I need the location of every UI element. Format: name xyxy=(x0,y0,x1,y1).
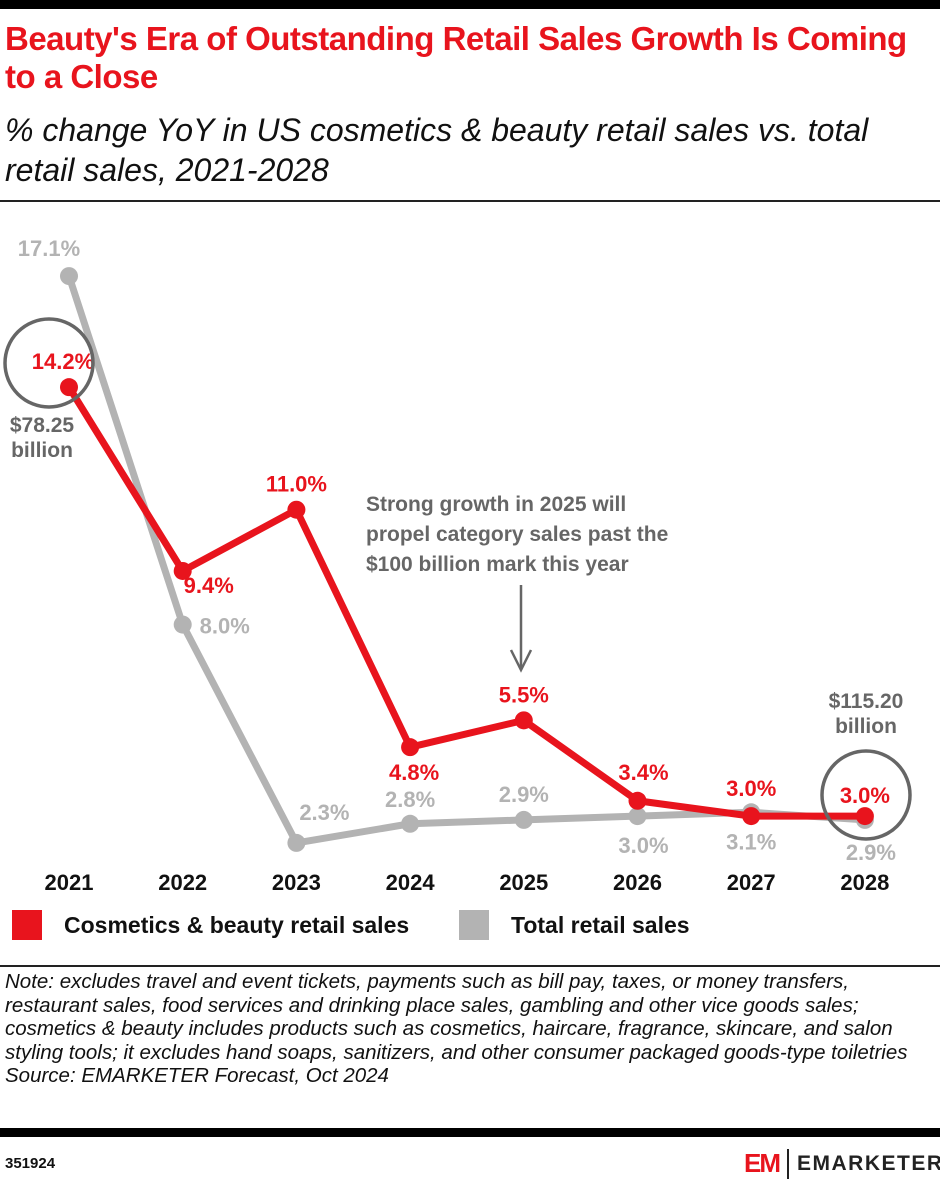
data-label: 14.2% xyxy=(32,349,94,374)
arrow-down-icon xyxy=(509,649,533,673)
data-point xyxy=(60,267,78,286)
logo-name: EMARKETER xyxy=(797,1151,940,1175)
chart-subtitle: % change YoY in US cosmetics & beauty re… xyxy=(5,112,869,188)
data-label: 2.3% xyxy=(299,800,349,825)
data-point xyxy=(514,810,533,829)
x-tick-label: 2025 xyxy=(499,870,548,895)
annotation-2021: $78.25 xyxy=(10,414,75,437)
logo-mark: EM xyxy=(744,1148,781,1178)
data-label: 4.8% xyxy=(389,760,439,785)
data-point xyxy=(173,561,192,580)
top-bar xyxy=(0,0,940,9)
data-label: 3.0% xyxy=(840,783,890,808)
x-tick-label: 2022 xyxy=(158,870,207,895)
data-label: 3.4% xyxy=(618,760,668,785)
chart-title: Beauty's Era of Outstanding Retail Sales… xyxy=(5,20,907,95)
line-chart: 14.2% 9.4% 11.0% 4.8% 5.5% 3.4% 3.0% 3.0% 17.1% 8… xyxy=(3,236,912,940)
highlight-circle-2021 xyxy=(3,317,95,409)
data-label: 2.8% xyxy=(385,787,435,812)
bottom-bar xyxy=(0,1128,940,1137)
data-label: 3.0% xyxy=(618,833,668,858)
legend-swatch-total xyxy=(459,910,489,940)
data-label: 9.4% xyxy=(184,573,234,598)
annotation-2025: $100 billion mark this year xyxy=(366,553,629,576)
data-point xyxy=(173,615,192,634)
note-text: Note: excludes travel and event tickets,… xyxy=(5,970,908,1064)
source-text: Source: EMARKETER Forecast, Oct 2024 xyxy=(5,1064,389,1087)
data-point xyxy=(401,814,420,833)
x-tick-label: 2028 xyxy=(840,870,889,895)
data-label: 3.1% xyxy=(726,829,776,854)
x-tick-label: 2021 xyxy=(45,870,94,895)
highlight-circle-2028 xyxy=(820,749,912,841)
legend-swatch-cosmetics xyxy=(12,910,42,940)
divider xyxy=(0,200,940,202)
data-label: 5.5% xyxy=(499,682,549,707)
legend-label-total: Total retail sales xyxy=(511,912,690,938)
annotation-2028: billion xyxy=(835,715,897,738)
series-line-cosmetics xyxy=(66,385,865,820)
data-point xyxy=(742,807,761,826)
x-tick-label: 2023 xyxy=(272,870,321,895)
data-label: 2.9% xyxy=(846,840,896,865)
data-label: 8.0% xyxy=(200,614,250,639)
data-point xyxy=(287,833,306,852)
data-label: 11.0% xyxy=(266,472,327,497)
logo-separator xyxy=(787,1148,789,1179)
chart-id: 351924 xyxy=(5,1155,56,1172)
data-point xyxy=(60,378,78,397)
data-label: 2.9% xyxy=(499,782,549,807)
chart-note: Note: excludes travel and event tickets,… xyxy=(5,970,935,1088)
data-point xyxy=(287,500,306,519)
emarketer-logo: EM EMARKETER xyxy=(744,1148,940,1179)
annotation-2025: propel category sales past the xyxy=(366,523,668,546)
data-label: 3.0% xyxy=(726,776,776,801)
data-point xyxy=(855,807,874,826)
x-tick-label: 2026 xyxy=(613,870,662,895)
data-label: 17.1% xyxy=(18,236,80,261)
data-point xyxy=(514,711,533,730)
annotation-2025: Strong growth in 2025 will xyxy=(366,493,626,516)
x-tick-label: 2024 xyxy=(386,870,436,895)
data-point xyxy=(628,807,647,826)
x-tick-label: 2027 xyxy=(727,870,776,895)
data-point xyxy=(401,738,420,757)
annotation-2021: billion xyxy=(11,439,73,462)
legend-label-cosmetics: Cosmetics & beauty retail sales xyxy=(64,912,409,938)
divider xyxy=(0,965,940,967)
data-point xyxy=(628,791,647,810)
annotation-2028: $115.20 xyxy=(829,690,904,713)
